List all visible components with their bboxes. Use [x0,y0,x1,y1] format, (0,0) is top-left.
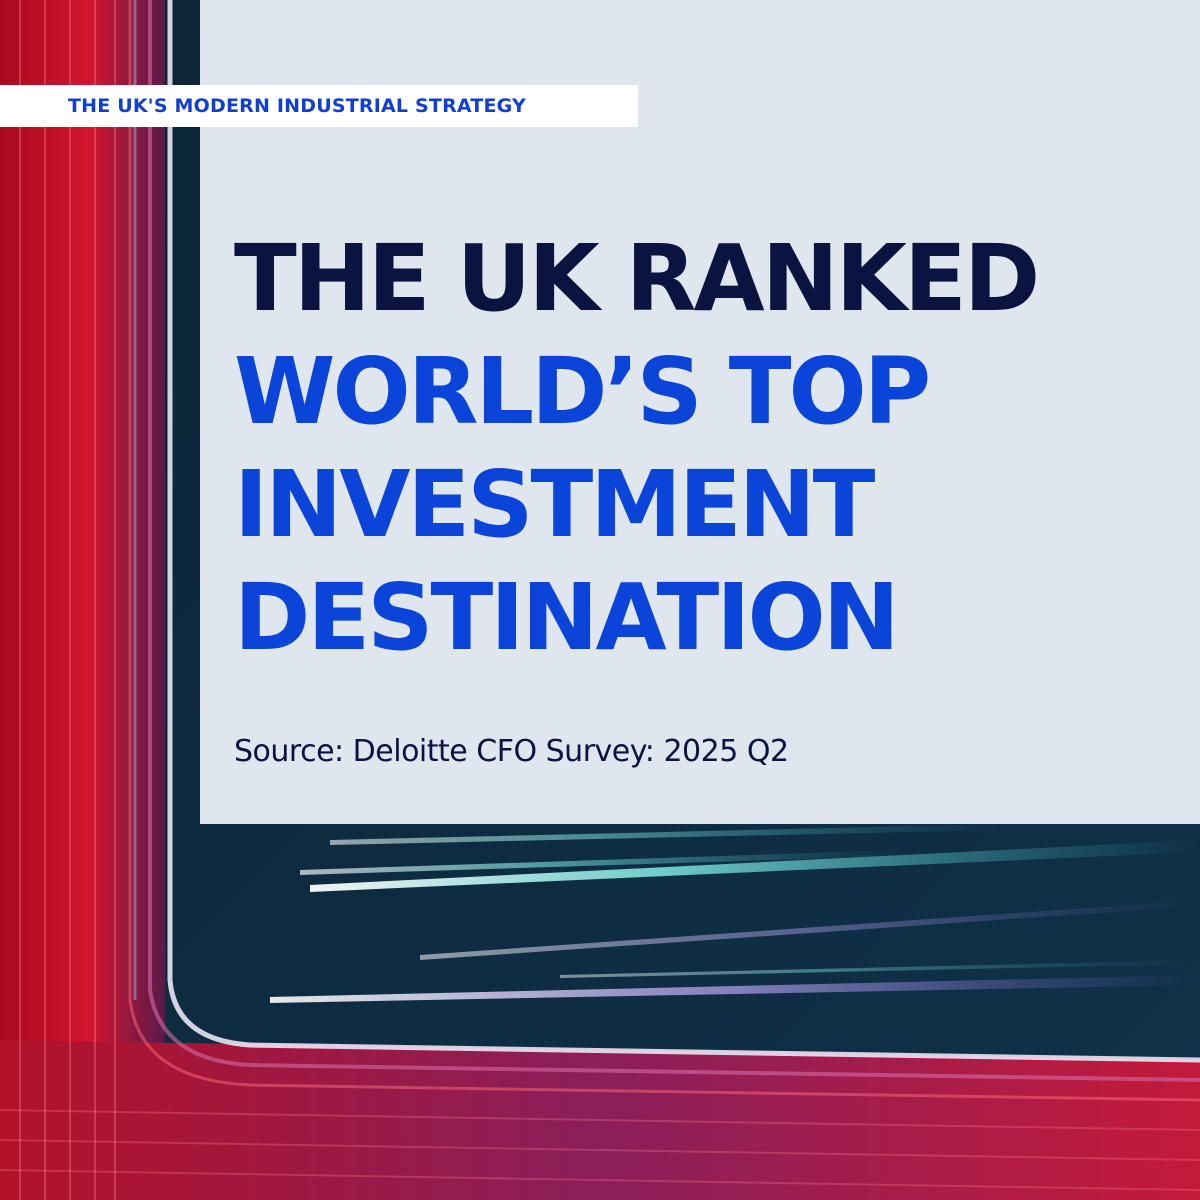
strategy-tag-label: THE UK'S MODERN INDUSTRIAL STRATEGY [68,95,526,117]
headline-line-2: WORLD’S TOP [234,338,931,445]
headline-line-4: DESTINATION [234,564,900,671]
headline-line-3: INVESTMENT [234,451,875,558]
headline-panel [200,0,1200,824]
headline-line-1: THE UK RANKED [234,225,1040,332]
headline: THE UK RANKED WORLD’S TOP INVESTMENT DES… [234,222,1174,674]
strategy-tag: THE UK'S MODERN INDUSTRIAL STRATEGY [0,85,638,127]
source-citation: Source: Deloitte CFO Survey: 2025 Q2 [234,734,789,769]
